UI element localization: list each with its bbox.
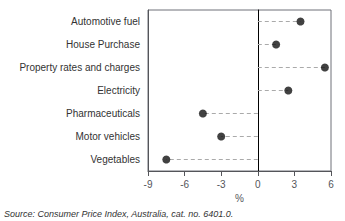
svg-text:House Purchase: House Purchase [66, 39, 140, 50]
svg-text:-9: -9 [144, 179, 153, 190]
svg-text:Motor vehicles: Motor vehicles [76, 131, 140, 142]
svg-text:-6: -6 [180, 179, 189, 190]
svg-text:0: 0 [255, 179, 261, 190]
svg-text:3: 3 [292, 179, 298, 190]
svg-text:Source: Consumer Price Index,: Source: Consumer Price Index, Australia,… [4, 209, 233, 219]
svg-text:Automotive fuel: Automotive fuel [71, 16, 140, 27]
svg-text:Pharmaceuticals: Pharmaceuticals [66, 108, 140, 119]
svg-text:-3: -3 [217, 179, 226, 190]
svg-text:Vegetables: Vegetables [91, 154, 141, 165]
svg-text:6: 6 [328, 179, 334, 190]
svg-text:%: % [235, 193, 244, 204]
svg-text:Electricity: Electricity [97, 85, 140, 96]
svg-text:Property rates and charges: Property rates and charges [19, 62, 140, 73]
